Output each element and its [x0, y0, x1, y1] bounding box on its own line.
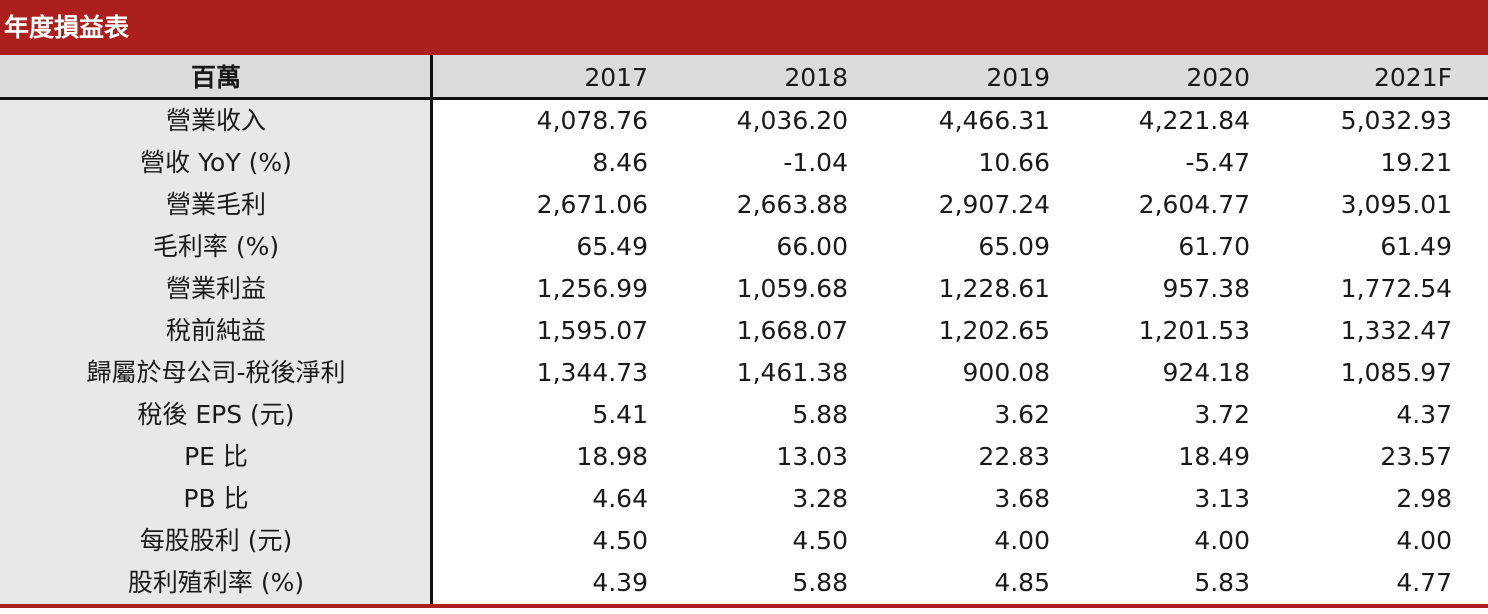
table-cell: 4.85: [994, 568, 1050, 597]
table-bottom-border: [0, 604, 1488, 608]
table-cell: 4.77: [1396, 568, 1452, 597]
table-cell: 1,059.68: [736, 274, 848, 303]
table-cell: 4.00: [1194, 526, 1250, 555]
table-cell: 4,036.20: [736, 106, 848, 135]
table-cell: 1,085.97: [1340, 358, 1452, 387]
row-label: PE 比: [184, 442, 248, 471]
table-cell: 5.41: [592, 400, 648, 429]
table-cell: 1,595.07: [536, 316, 648, 345]
table-cell: 4.50: [792, 526, 848, 555]
table-cell: 1,772.54: [1340, 274, 1452, 303]
column-header: 2019: [986, 63, 1050, 92]
column-header: 2020: [1186, 63, 1250, 92]
table-cell: 61.70: [1178, 232, 1250, 261]
row-label: 毛利率 (%): [152, 232, 280, 261]
table-cell: 3.72: [1194, 400, 1250, 429]
table-cell: 19.21: [1380, 148, 1452, 177]
table-cell: 5.88: [792, 568, 848, 597]
table-cell: 4,221.84: [1138, 106, 1250, 135]
table-cell: 5.83: [1194, 568, 1250, 597]
table-cell: 4.00: [1396, 526, 1452, 555]
table-cell: 1,201.53: [1138, 316, 1250, 345]
table-cell: 2,671.06: [536, 190, 648, 219]
table-cell: 4.39: [592, 568, 648, 597]
table-cell: 2.98: [1396, 484, 1452, 513]
table-cell: 2,663.88: [736, 190, 848, 219]
table-cell: 4.00: [994, 526, 1050, 555]
row-label: 歸屬於母公司-稅後淨利: [86, 358, 346, 387]
table-cell: 23.57: [1380, 442, 1452, 471]
table-cell: 4,078.76: [536, 106, 648, 135]
table-cell: 1,202.65: [938, 316, 1050, 345]
table-cell: 65.09: [978, 232, 1050, 261]
table-cell: 18.49: [1178, 442, 1250, 471]
table-cell: -5.47: [1185, 148, 1250, 177]
table-cell: 3.68: [994, 484, 1050, 513]
column-header: 2017: [584, 63, 648, 92]
row-label: 營收 YoY (%): [140, 148, 292, 177]
table-cell: 957.38: [1162, 274, 1250, 303]
table-cell: 5,032.93: [1340, 106, 1452, 135]
row-label: 每股股利 (元): [139, 526, 293, 555]
table-cell: 1,228.61: [938, 274, 1050, 303]
table-cell: 3.28: [792, 484, 848, 513]
label-column-background: [0, 100, 432, 604]
table-header-row: [0, 55, 1488, 100]
row-label: 營業毛利: [165, 190, 266, 219]
table-cell: 1,668.07: [736, 316, 848, 345]
table-cell: 3.13: [1194, 484, 1250, 513]
table-cell: 3,095.01: [1340, 190, 1452, 219]
table-cell: 4.50: [592, 526, 648, 555]
row-label: 稅後 EPS (元): [137, 400, 295, 429]
table-cell: 3.62: [994, 400, 1050, 429]
table-cell: 13.03: [776, 442, 848, 471]
table-cell: 4.64: [592, 484, 648, 513]
row-label: 股利殖利率 (%): [127, 568, 305, 597]
row-label: 營業收入: [165, 106, 266, 135]
table-cell: 66.00: [776, 232, 848, 261]
table-cell: 924.18: [1162, 358, 1250, 387]
column-divider: [430, 55, 433, 604]
table-cell: 2,604.77: [1138, 190, 1250, 219]
table-cell: 900.08: [962, 358, 1050, 387]
table-cell: 65.49: [576, 232, 648, 261]
table-title: 年度損益表: [0, 0, 1488, 55]
table-cell: -1.04: [783, 148, 848, 177]
table-cell: 1,461.38: [736, 358, 848, 387]
table-cell: 8.46: [592, 148, 648, 177]
table-cell: 4,466.31: [938, 106, 1050, 135]
table-cell: 1,332.47: [1340, 316, 1452, 345]
table-cell: 1,256.99: [536, 274, 648, 303]
unit-header: 百萬: [190, 63, 241, 92]
row-label: PB 比: [183, 484, 249, 513]
table-cell: 4.37: [1396, 400, 1452, 429]
table-cell: 10.66: [978, 148, 1050, 177]
table-cell: 2,907.24: [938, 190, 1050, 219]
table-cell: 22.83: [978, 442, 1050, 471]
row-label: 營業利益: [165, 274, 266, 303]
table-cell: 5.88: [792, 400, 848, 429]
row-label: 稅前純益: [165, 316, 266, 345]
column-header: 2018: [784, 63, 848, 92]
table-cell: 61.49: [1380, 232, 1452, 261]
column-header: 2021F: [1373, 63, 1452, 92]
table-cell: 18.98: [576, 442, 648, 471]
table-cell: 1,344.73: [536, 358, 648, 387]
